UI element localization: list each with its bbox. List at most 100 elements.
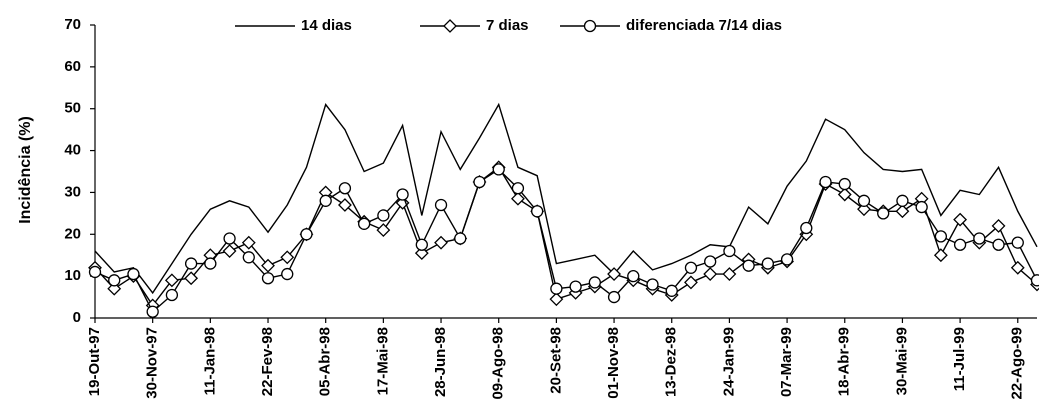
y-tick-label: 30 xyxy=(64,183,81,200)
point xyxy=(780,253,794,266)
point xyxy=(588,276,601,289)
point xyxy=(511,191,525,206)
point xyxy=(933,248,948,263)
point xyxy=(222,244,237,258)
point xyxy=(165,288,179,302)
point xyxy=(319,194,332,207)
point xyxy=(204,257,217,270)
x-tick-label: 19-Out-97 xyxy=(86,327,103,396)
x-tick-label: 30-Mai-99 xyxy=(893,327,910,395)
point xyxy=(742,259,755,272)
point xyxy=(146,305,159,318)
x-tick-label: 17-Mai-98 xyxy=(374,327,391,395)
point xyxy=(819,175,832,189)
point xyxy=(569,280,582,293)
point xyxy=(665,284,678,297)
point xyxy=(261,272,275,285)
point xyxy=(415,238,428,251)
x-tick-label: 28-Jun-98 xyxy=(432,327,449,397)
point xyxy=(973,232,986,245)
point xyxy=(242,251,255,264)
legend-label: 7 dias xyxy=(486,17,529,34)
point xyxy=(857,194,871,207)
point xyxy=(838,177,851,191)
point xyxy=(241,235,256,250)
x-tick-label: 11-Jan-98 xyxy=(201,327,218,395)
point xyxy=(684,275,698,290)
point xyxy=(877,207,890,220)
point xyxy=(184,271,199,286)
legend-label: diferenciada 7/14 dias xyxy=(626,17,782,34)
point xyxy=(953,238,967,251)
point xyxy=(992,238,1005,251)
point xyxy=(127,267,140,281)
point xyxy=(837,187,852,202)
x-tick-label: 13-Dez-98 xyxy=(663,327,680,397)
point xyxy=(108,274,121,287)
point xyxy=(549,292,564,307)
point xyxy=(511,182,525,195)
point xyxy=(1010,260,1025,275)
point xyxy=(627,269,640,283)
point xyxy=(395,195,410,210)
point xyxy=(280,250,295,265)
point xyxy=(434,235,448,250)
point xyxy=(107,281,122,296)
point xyxy=(583,19,597,33)
point xyxy=(1030,274,1039,287)
point xyxy=(261,258,275,273)
y-tick-label: 20 xyxy=(64,225,81,242)
point xyxy=(184,257,198,270)
x-tick-label: 11-Jul-99 xyxy=(951,327,968,391)
point xyxy=(376,223,391,238)
point xyxy=(357,217,371,230)
point xyxy=(703,267,718,281)
y-axis-label: Incidência (%) xyxy=(17,116,34,224)
point xyxy=(684,261,698,274)
point xyxy=(934,230,948,243)
x-tick-label: 07-Mar-99 xyxy=(778,327,795,397)
point xyxy=(337,198,352,212)
y-tick-label: 60 xyxy=(64,58,81,75)
x-tick-label: 20-Set-98 xyxy=(547,327,564,394)
y-tick-label: 50 xyxy=(64,100,81,117)
y-tick-label: 70 xyxy=(64,16,81,33)
point xyxy=(607,290,621,304)
x-tick-label: 18-Abr-99 xyxy=(836,327,853,396)
x-tick-label: 24-Jan-99 xyxy=(720,327,737,396)
y-tick-label: 40 xyxy=(64,142,81,159)
point xyxy=(414,246,429,261)
point xyxy=(473,175,486,189)
point xyxy=(953,212,968,227)
point xyxy=(722,267,737,281)
point xyxy=(896,194,909,207)
x-tick-label: 22-Ago-99 xyxy=(1009,327,1026,400)
series-line xyxy=(94,102,1038,295)
point xyxy=(895,204,910,219)
series-line xyxy=(94,166,1038,307)
x-tick-label: 09-Ago-98 xyxy=(490,327,507,400)
point xyxy=(761,257,775,270)
point xyxy=(800,221,813,235)
point xyxy=(88,265,102,279)
point xyxy=(164,273,179,288)
point xyxy=(492,163,505,176)
point xyxy=(915,200,928,214)
point xyxy=(396,188,409,201)
x-tick-label: 30-Nov-97 xyxy=(144,327,161,399)
y-tick-label: 10 xyxy=(64,267,81,284)
x-tick-label: 01-Nov-98 xyxy=(605,327,622,399)
point xyxy=(443,19,457,33)
point xyxy=(531,205,544,218)
point xyxy=(1011,236,1024,249)
point xyxy=(223,232,236,245)
point xyxy=(607,267,621,281)
point xyxy=(857,202,871,217)
point xyxy=(550,282,563,295)
point xyxy=(434,198,448,212)
point xyxy=(646,278,659,291)
point xyxy=(723,244,736,258)
point xyxy=(454,232,467,245)
point xyxy=(338,182,352,195)
